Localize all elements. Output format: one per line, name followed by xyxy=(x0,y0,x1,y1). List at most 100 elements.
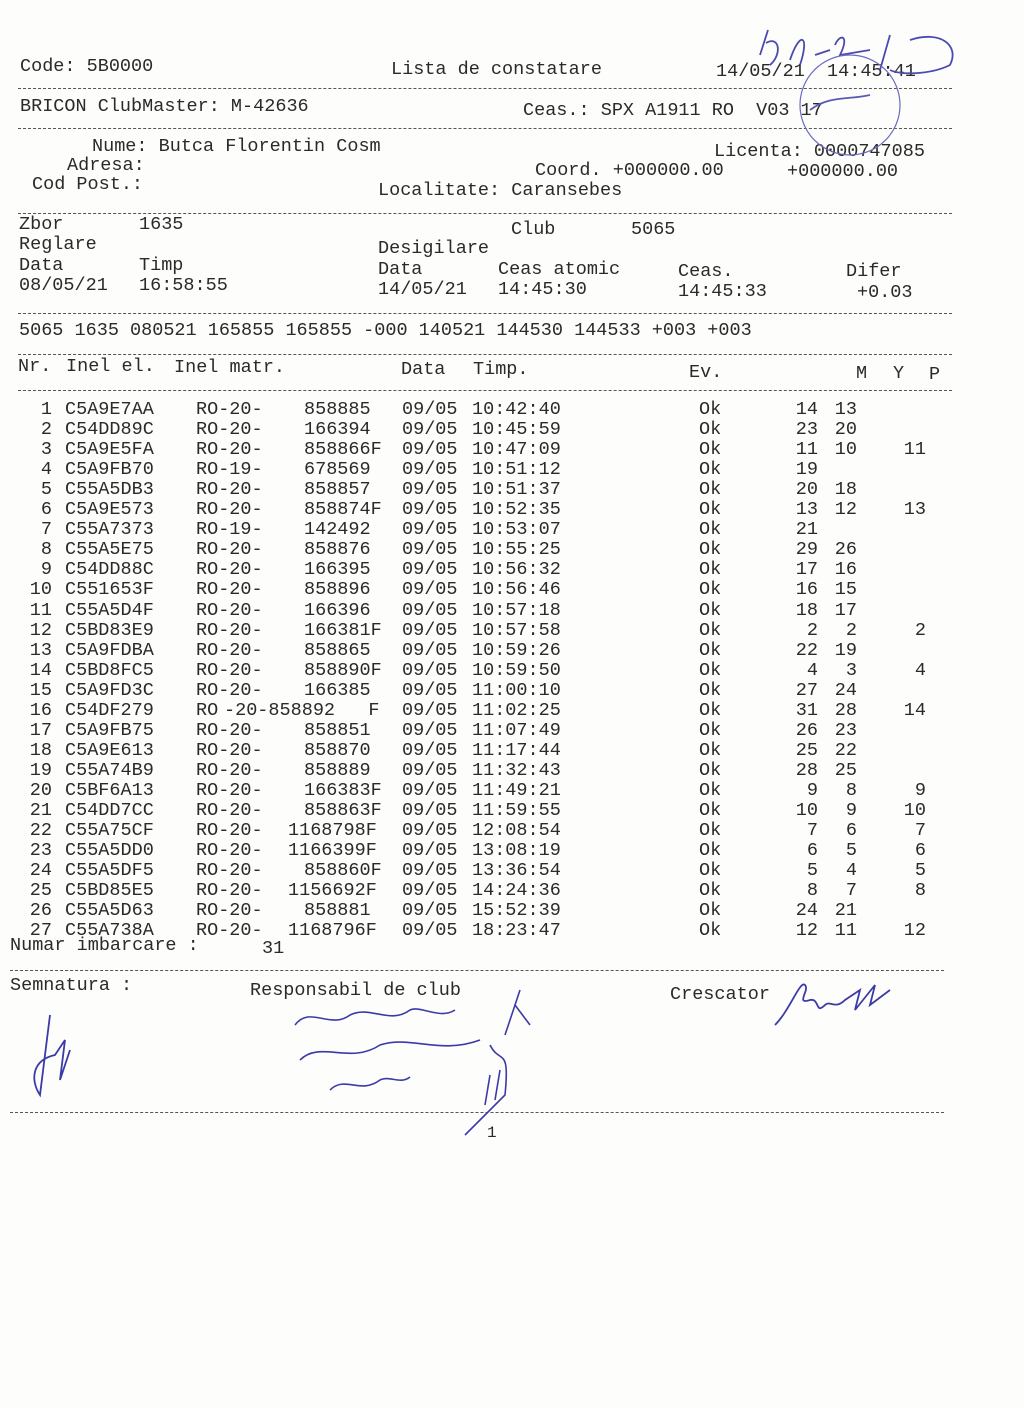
ring-number: -20-858892 F xyxy=(224,699,380,721)
y-rank: 20 xyxy=(834,419,857,441)
event-status: Ok xyxy=(699,800,722,821)
event-status: Ok xyxy=(699,479,722,501)
club-label: Club xyxy=(511,219,556,240)
ring-number: 1168796F xyxy=(288,920,377,942)
electronic-ring: C5A9FD3C xyxy=(65,679,154,701)
electronic-ring: C54DD89C xyxy=(65,419,154,441)
p-rank: 14 xyxy=(903,699,926,721)
arrival-time: 10:42:40 xyxy=(472,399,561,420)
arrival-time: 10:55:25 xyxy=(472,539,561,561)
ring-prefix: RO-20- xyxy=(196,599,263,621)
row-number: 5 xyxy=(40,479,52,501)
arrival-time: 10:59:50 xyxy=(472,659,561,681)
ring-prefix: RO-20- xyxy=(196,639,263,661)
event-status: Ok xyxy=(699,559,722,581)
electronic-ring: C5BF6A13 xyxy=(65,779,154,801)
signature xyxy=(33,1014,71,1098)
ring-prefix: RO-20- xyxy=(196,439,263,461)
row-number: 19 xyxy=(29,759,52,781)
table-row: 10 C551653F RO-20- 858896 09/05 10:56:46 Ok 16 1… xyxy=(0,580,1000,600)
arrival-date: 09/05 xyxy=(402,479,458,501)
m-rank: 31 xyxy=(795,699,818,721)
m-rank: 29 xyxy=(795,539,818,561)
arrival-time: 12:08:54 xyxy=(472,820,561,842)
table-row: 24 C55A5DF5 RO-20- 858860F 09/05 13:36:54 Ok 5 4… xyxy=(0,861,1000,881)
club-responsible-signature xyxy=(294,989,531,1136)
row-number: 9 xyxy=(40,559,52,581)
electronic-ring: C5A9FB75 xyxy=(65,719,154,741)
arrival-time: 10:56:46 xyxy=(472,579,561,601)
time-label: Timp xyxy=(139,255,184,276)
p-rank: 8 xyxy=(914,880,926,902)
event-status: Ok xyxy=(699,659,722,681)
m-rank: 28 xyxy=(795,759,818,781)
m-rank: 22 xyxy=(795,639,818,661)
ring-number: 166395 xyxy=(304,559,371,581)
table-row: 11 C55A5D4F RO-20- 166396 09/05 10:57:18 Ok 18 1… xyxy=(0,599,1000,621)
coordinates: Coord. +000000.00 xyxy=(535,160,724,181)
y-rank: 16 xyxy=(834,559,857,581)
arrival-date: 09/05 xyxy=(402,659,458,681)
table-row: 16 C54DF279 RO -20-858892 F 09/05 11:02:25 Ok 3… xyxy=(0,699,1000,721)
event-status: Ok xyxy=(699,499,722,521)
table-row: 23 C55A5DD0 RO-20- 1166399F 09/05 13:08:19 Ok 6… xyxy=(0,841,1000,861)
row-number: 21 xyxy=(29,800,52,821)
arrival-date: 09/05 xyxy=(402,459,458,481)
ring-prefix: RO-20- xyxy=(196,399,263,420)
table-row: 8 C55A5E75 RO-20- 858876 09/05 10:55:25 Ok 29 26 xyxy=(0,540,1000,560)
ring-number: 858885 xyxy=(304,399,371,420)
arrival-date: 09/05 xyxy=(402,599,458,621)
ring-prefix: RO-20- xyxy=(196,579,263,601)
owner-name: Nume: Butca Florentin Cosm xyxy=(92,136,381,157)
event-status: Ok xyxy=(699,719,722,741)
boarding-count-label: Numar imbarcare : xyxy=(10,935,199,956)
table-row: 17 C5A9FB75 RO-20- 858851 09/05 11:07:49 Ok 26 2… xyxy=(0,719,1000,741)
arrival-date: 09/05 xyxy=(402,699,458,721)
electronic-ring: C54DF279 xyxy=(65,699,154,721)
table-row: 4 C5A9FB70 RO-19- 678569 09/05 10:51:12 Ok 19 xyxy=(0,460,1000,480)
ring-number: 1156692F xyxy=(288,880,377,902)
p-rank: 7 xyxy=(914,820,926,842)
arrival-time: 10:52:35 xyxy=(472,499,561,521)
arrival-date: 09/05 xyxy=(402,559,458,581)
m-rank: 17 xyxy=(795,559,818,581)
event-status: Ok xyxy=(699,539,722,561)
m-rank: 11 xyxy=(795,439,818,461)
m-rank: 16 xyxy=(795,579,818,601)
ring-number: 858851 xyxy=(304,719,371,741)
postal-code-label: Cod Post.: xyxy=(32,174,144,195)
ring-prefix: RO-20- xyxy=(196,900,263,922)
event-status: Ok xyxy=(699,920,722,942)
row-number: 7 xyxy=(40,519,52,541)
col-p: P xyxy=(929,364,941,385)
p-rank: 11 xyxy=(903,439,926,461)
p-rank: 9 xyxy=(914,779,926,801)
arrival-time: 11:17:44 xyxy=(472,739,561,761)
y-rank: 24 xyxy=(834,679,857,701)
y-rank: 5 xyxy=(845,840,857,862)
m-rank: 13 xyxy=(795,499,818,521)
locality: Localitate: Caransebes xyxy=(378,180,623,201)
col-inel-el: Inel el. xyxy=(66,356,155,377)
m-rank: 26 xyxy=(795,719,818,741)
ring-number: 166385 xyxy=(304,679,371,701)
setting-date: 08/05/21 xyxy=(19,275,108,296)
table-row: 6 C5A9E573 RO-20- 858874F 09/05 10:52:35 Ok 13 1… xyxy=(0,500,1000,520)
table-row: 25 C5BD85E5 RO-20- 1156692F 09/05 14:24:36 Ok 8… xyxy=(0,881,1000,901)
arrival-date: 09/05 xyxy=(402,539,458,561)
clubmaster: BRICON ClubMaster: M-42636 xyxy=(20,96,309,117)
club-number: 5065 xyxy=(631,219,676,240)
y-rank: 6 xyxy=(845,820,857,842)
electronic-ring: C5BD85E5 xyxy=(65,880,154,902)
club-responsible-label: Responsabil de club xyxy=(250,980,461,1001)
ring-number: 166381F xyxy=(304,619,382,641)
arrival-time: 10:51:37 xyxy=(472,479,561,501)
event-status: Ok xyxy=(699,419,722,441)
ring-prefix: RO-20- xyxy=(196,419,263,441)
document-title: Lista de constatare xyxy=(391,59,602,80)
address-label: Adresa: xyxy=(67,155,145,176)
ring-number: 166383F xyxy=(304,779,382,801)
col-m: M xyxy=(856,363,868,384)
ring-prefix: RO-20- xyxy=(196,920,263,942)
event-status: Ok xyxy=(699,599,722,621)
